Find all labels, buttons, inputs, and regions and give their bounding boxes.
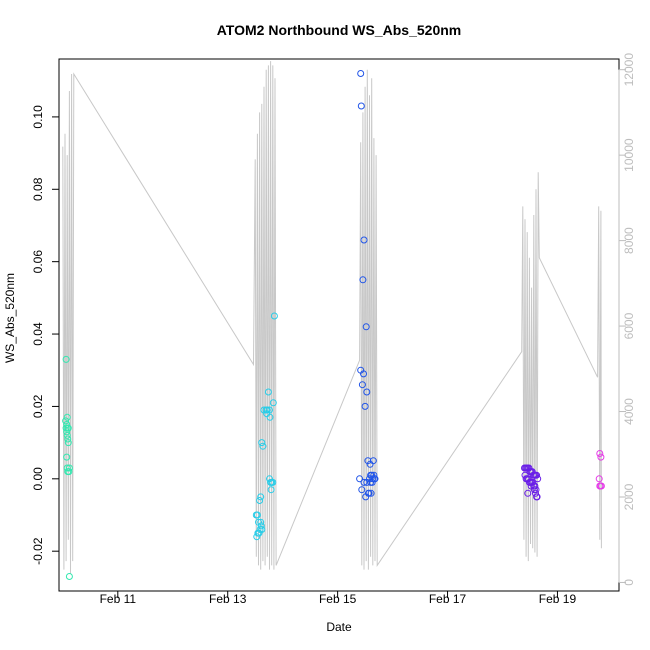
y2-tick-label: 10000 <box>622 138 636 172</box>
data-point <box>524 489 532 497</box>
data-point <box>360 370 367 378</box>
data-point <box>253 533 261 541</box>
data-point <box>533 471 541 479</box>
data-point <box>371 475 379 483</box>
data-point <box>597 453 605 461</box>
data-point <box>363 478 371 486</box>
data-point <box>531 482 539 490</box>
data-point <box>529 478 537 486</box>
data-point <box>65 464 73 472</box>
data-point <box>63 428 71 436</box>
y-tick-label: 0.10 <box>31 105 45 129</box>
series-5 <box>595 450 605 490</box>
data-point <box>534 475 542 483</box>
data-point <box>532 489 539 497</box>
data-point <box>364 457 372 465</box>
data-point <box>367 489 375 497</box>
data-points-layer <box>62 70 605 580</box>
y2-tick-label: 6000 <box>622 312 636 339</box>
y-tick-label: 0.02 <box>31 394 45 418</box>
data-point <box>264 388 272 396</box>
data-point <box>254 529 262 537</box>
x-tick-label: Feb 19 <box>539 592 577 606</box>
data-point <box>263 406 271 414</box>
x-tick-label: Feb 17 <box>429 592 467 606</box>
data-point <box>596 482 604 490</box>
data-point <box>258 526 266 533</box>
data-point <box>269 399 277 407</box>
data-point <box>63 421 71 428</box>
data-point <box>64 424 72 432</box>
data-point <box>596 450 604 457</box>
chart-title: ATOM2 Northbound WS_Abs_520nm <box>217 22 462 38</box>
secondary-line-layer <box>62 61 602 574</box>
y-tick-label: -0.02 <box>31 537 45 565</box>
data-point <box>358 486 366 494</box>
data-point <box>530 486 538 494</box>
data-point <box>259 442 267 450</box>
data-point <box>253 511 261 519</box>
data-point <box>62 424 70 432</box>
data-point <box>362 323 370 331</box>
data-point <box>360 478 368 486</box>
data-point <box>266 413 274 421</box>
data-point <box>370 471 378 479</box>
data-point <box>270 312 278 320</box>
data-point <box>267 478 275 486</box>
x-tick-label: Feb 11 <box>100 592 137 606</box>
x-axis-label: Date <box>326 620 352 634</box>
y-axis-right: 0 2000 4000 6000 8000 10000 12000 <box>618 53 636 586</box>
data-point <box>257 522 265 530</box>
data-point <box>356 475 364 483</box>
data-point <box>267 486 275 494</box>
data-point <box>266 475 273 483</box>
data-point <box>360 236 368 244</box>
data-point <box>256 497 264 504</box>
data-point <box>63 413 71 421</box>
y2-tick-label: 2000 <box>622 483 636 510</box>
data-point <box>65 573 73 580</box>
x-tick-label: Feb 13 <box>209 592 247 606</box>
x-tick-label: Feb 15 <box>319 592 357 606</box>
y-axis-label: WS_Abs_520nm <box>3 273 17 363</box>
series-2 <box>252 312 278 541</box>
y2-tick-label: 0 <box>622 579 636 586</box>
data-point <box>64 439 72 447</box>
data-point <box>533 493 541 501</box>
data-point <box>65 468 73 476</box>
y-tick-label: 0.04 <box>31 322 45 346</box>
data-point <box>63 464 71 472</box>
data-point <box>257 518 265 526</box>
secondary-line <box>62 61 602 574</box>
data-point <box>357 70 365 77</box>
y2-tick-label: 8000 <box>622 227 636 254</box>
y-tick-label: 0.08 <box>31 177 45 201</box>
x-axis: Feb 11 Feb 13 Feb 15 Feb 17 Feb 19 <box>100 590 577 606</box>
series-4 <box>521 464 542 501</box>
data-point <box>62 355 70 363</box>
data-point <box>62 417 70 425</box>
data-point <box>258 439 266 447</box>
y2-tick-label: 4000 <box>622 398 636 425</box>
data-point <box>257 493 265 501</box>
y2-tick-label: 12000 <box>622 53 636 87</box>
data-point <box>63 431 71 439</box>
data-point <box>63 453 71 461</box>
data-point <box>366 460 374 468</box>
data-point <box>64 435 72 443</box>
y-tick-label: 0.00 <box>31 467 45 491</box>
data-point <box>361 402 369 410</box>
y-tick-label: 0.06 <box>31 250 45 274</box>
data-point <box>595 475 603 483</box>
data-point <box>358 381 366 389</box>
y-axis-left: -0.02 0.00 0.02 0.04 0.06 0.08 0.10 <box>31 105 60 565</box>
series-1 <box>62 355 73 580</box>
data-point <box>359 276 367 284</box>
series-3 <box>356 70 379 501</box>
data-point <box>365 489 373 497</box>
data-point <box>357 102 365 110</box>
data-point <box>363 388 371 396</box>
